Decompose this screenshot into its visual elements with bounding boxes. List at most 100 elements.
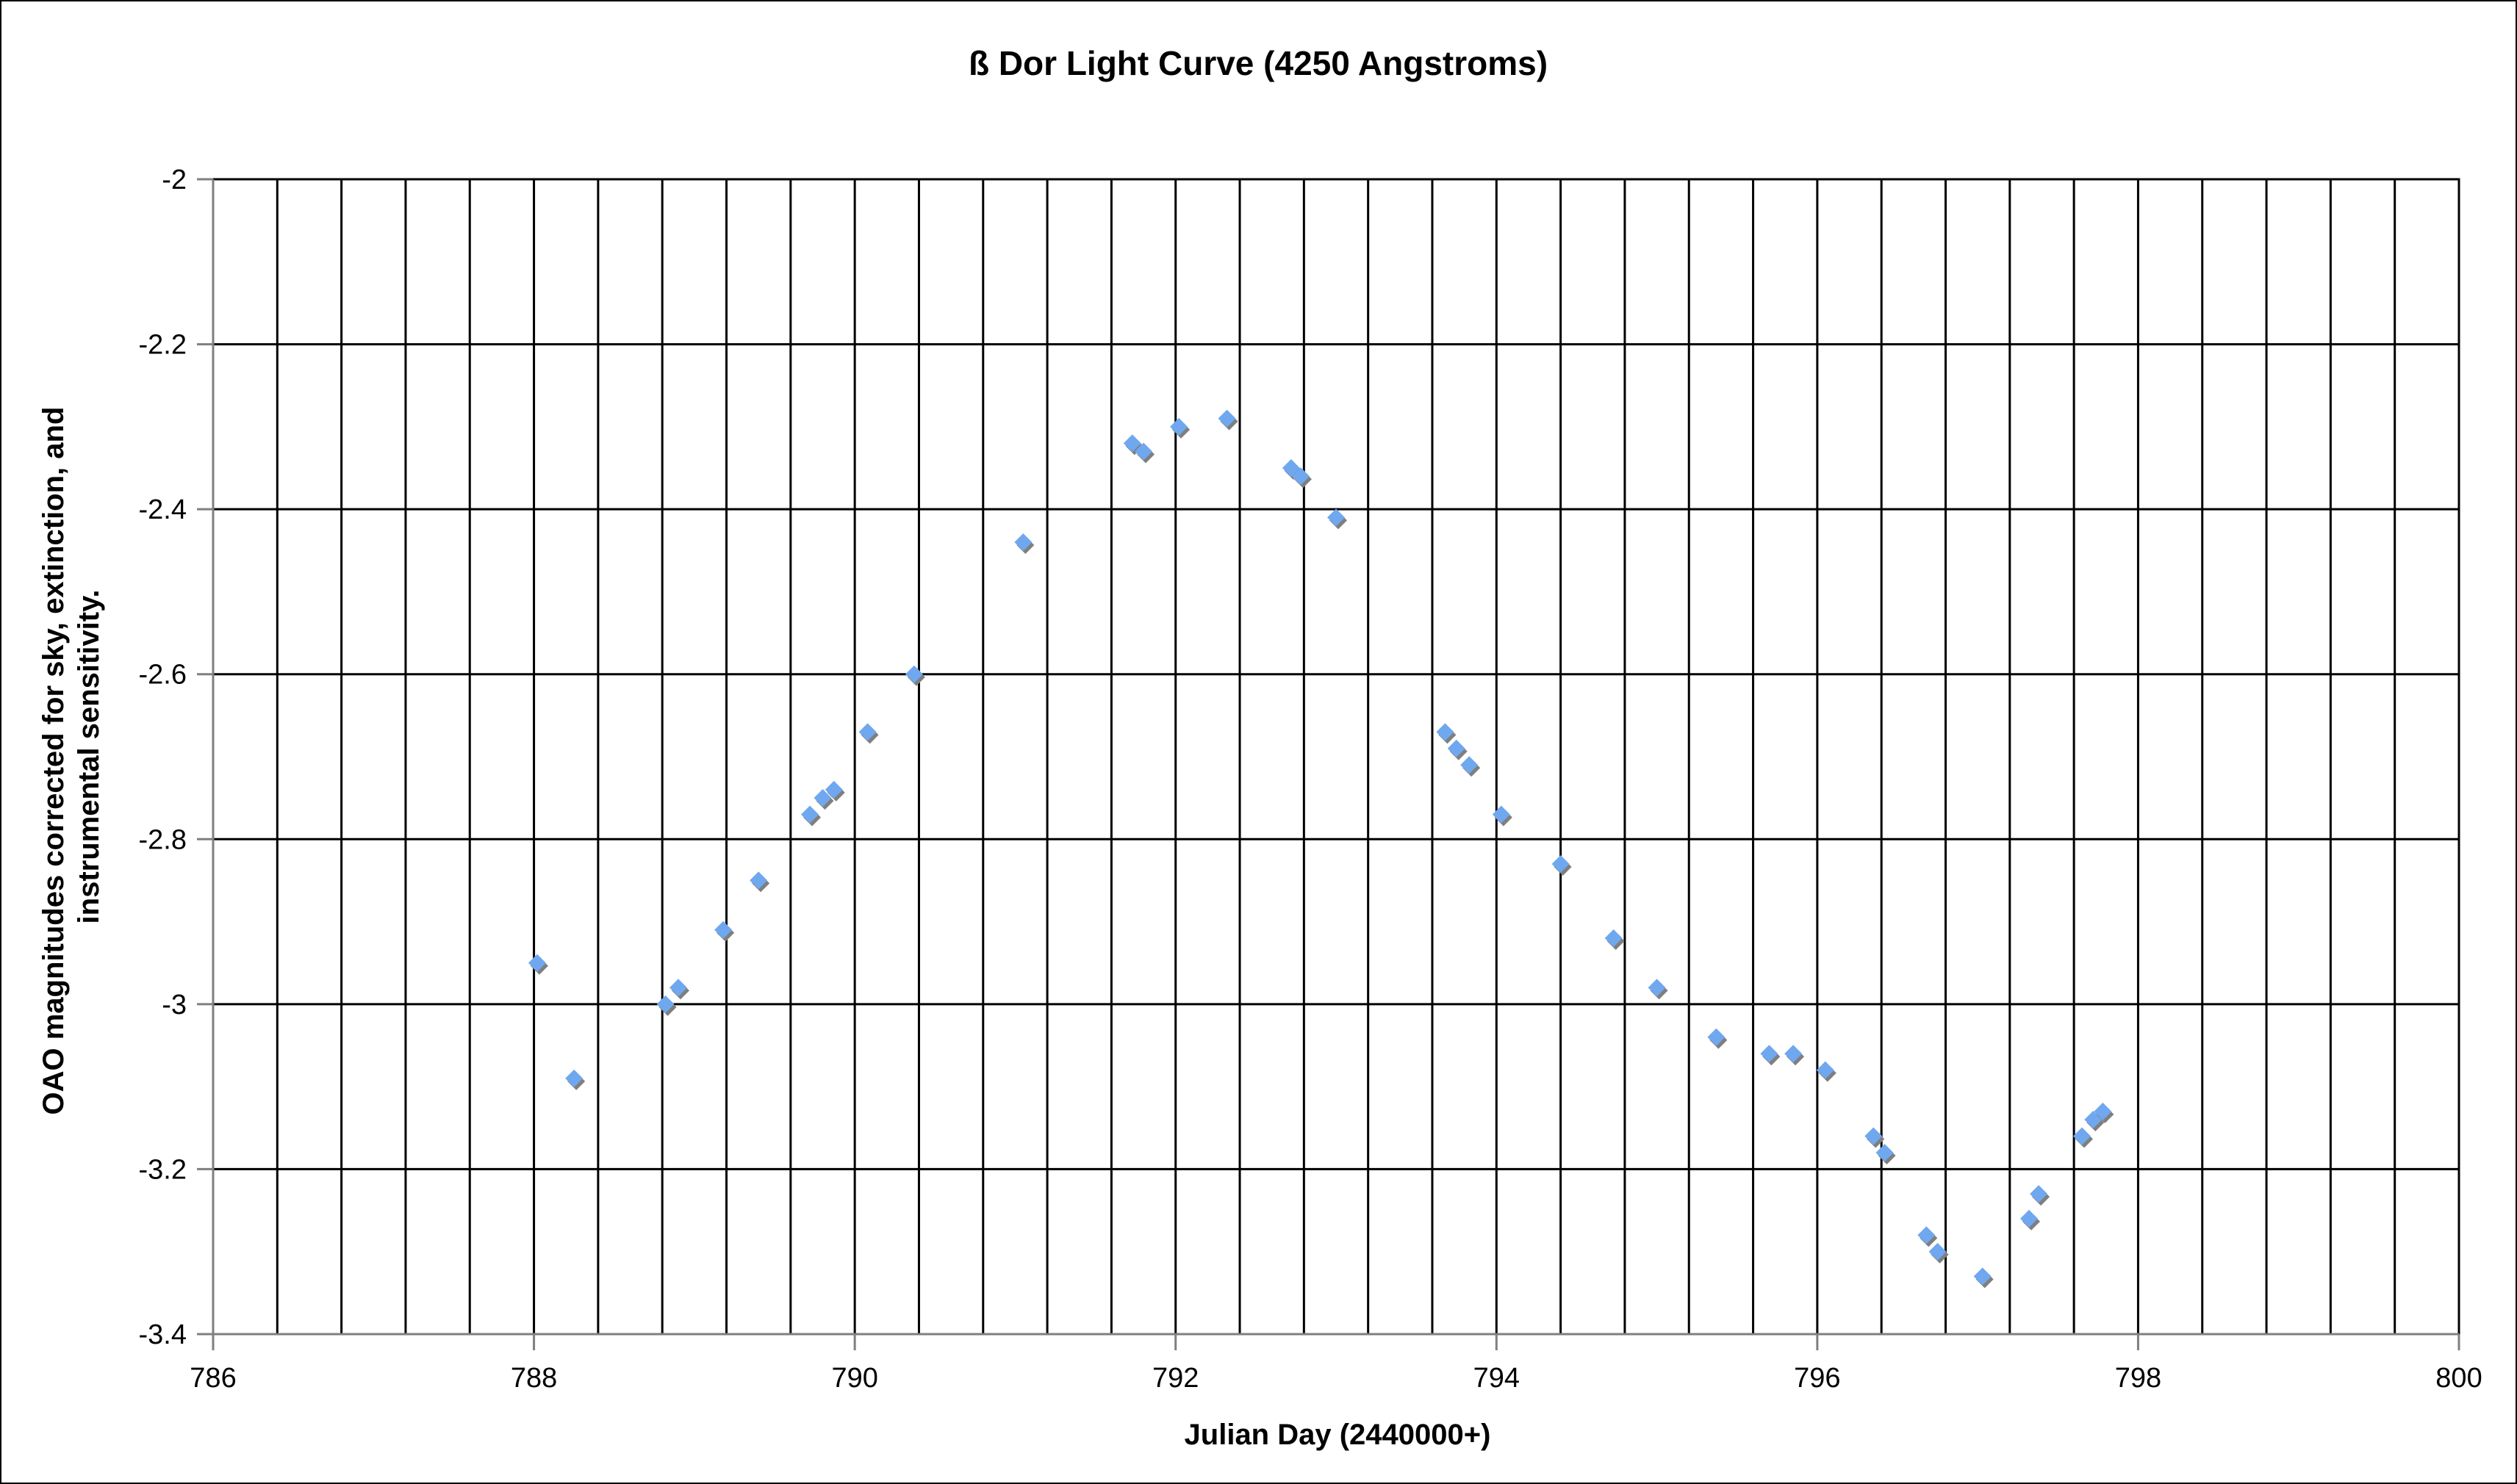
data-point-marker	[905, 665, 923, 683]
data-point	[1875, 1143, 1896, 1164]
data-point	[1327, 508, 1347, 530]
data-point-marker	[1604, 929, 1623, 948]
y-axis-label: OAO magnitudes corrected for sky, extinc…	[37, 398, 105, 1114]
data-points	[528, 409, 2114, 1289]
data-point-marker	[1648, 979, 1666, 997]
y-tick-label: -3	[162, 990, 187, 1020]
x-axis-ticks: 786 788 790 792 794 796 798 800	[190, 1363, 2482, 1394]
data-point-marker	[1875, 1143, 1894, 1161]
data-point-marker	[1784, 1045, 1803, 1063]
data-point	[1864, 1127, 1885, 1148]
data-point	[1784, 1045, 1805, 1066]
data-point-marker	[1707, 1028, 1726, 1046]
data-point-marker	[825, 780, 843, 799]
y-axis-label-line-2: instrumental sensitivity.	[73, 590, 105, 924]
data-point	[1760, 1045, 1781, 1066]
data-point	[750, 871, 770, 893]
y-tick-label: -2.4	[139, 494, 187, 525]
data-point-marker	[2094, 1102, 2112, 1120]
y-tick-label: -2.8	[139, 824, 187, 855]
data-point-marker	[1917, 1226, 1936, 1245]
data-point-marker	[656, 995, 675, 1013]
data-point	[1707, 1028, 1728, 1049]
data-point	[1492, 805, 1512, 826]
y-axis-ticks: -2 -2.2 -2.4 -2.6 -2.8 -3 -3.2 -3.4	[139, 165, 187, 1350]
y-tick-label: -2	[162, 165, 187, 195]
data-point	[2073, 1127, 2094, 1148]
chart-title: ß Dor Light Curve (4250 Angstroms)	[969, 44, 1548, 82]
y-tick-label: -2.6	[139, 660, 187, 691]
data-point	[825, 780, 845, 802]
data-point-marker	[750, 871, 768, 890]
data-point-marker	[1170, 417, 1188, 436]
data-point-marker	[2019, 1209, 2038, 1228]
data-point	[801, 805, 822, 826]
data-point-marker	[1492, 805, 1510, 824]
data-point	[1604, 929, 1625, 951]
data-point	[2094, 1102, 2114, 1123]
data-point	[1460, 756, 1481, 777]
x-tick-label: 792	[1152, 1363, 1199, 1394]
data-point-marker	[814, 789, 832, 807]
data-point	[814, 789, 834, 810]
data-point	[2084, 1111, 2105, 1132]
data-point-marker	[1218, 409, 1236, 428]
data-point-marker	[1928, 1242, 1947, 1261]
axes	[197, 178, 2460, 1350]
data-point-marker	[1864, 1127, 1883, 1145]
data-point-marker	[1436, 723, 1454, 741]
data-point	[1928, 1242, 1949, 1264]
y-tick-label: -3.2	[139, 1154, 187, 1185]
x-tick-label: 794	[1473, 1363, 1520, 1394]
data-point	[565, 1069, 586, 1090]
data-point-marker	[1327, 508, 1345, 527]
data-point	[1648, 979, 1668, 1000]
x-tick-label: 786	[190, 1363, 236, 1394]
x-axis-label: Julian Day (2440000+)	[1185, 1419, 1491, 1451]
data-point	[858, 723, 879, 744]
data-point	[1170, 417, 1191, 439]
data-point-marker	[1282, 459, 1300, 477]
data-point-marker	[714, 921, 733, 939]
data-point-marker	[801, 805, 819, 824]
data-point-marker	[858, 723, 877, 741]
data-point	[1816, 1061, 1836, 1082]
data-point-marker	[565, 1069, 584, 1087]
x-tick-label: 790	[831, 1363, 877, 1394]
data-point-marker	[1135, 442, 1153, 461]
data-point-marker	[669, 979, 688, 997]
data-point-marker	[1551, 854, 1570, 873]
x-tick-label: 788	[511, 1363, 557, 1394]
data-point	[905, 665, 925, 686]
data-point	[1135, 442, 1155, 464]
y-tick-label: -3.4	[139, 1319, 187, 1350]
data-point	[1447, 739, 1468, 760]
data-point	[1917, 1226, 1938, 1247]
data-point-marker	[1816, 1061, 1834, 1079]
y-axis-label-line-1: OAO magnitudes corrected for sky, extinc…	[37, 407, 70, 1115]
data-point-marker	[528, 954, 546, 972]
data-point	[656, 995, 677, 1016]
data-point	[1551, 854, 1572, 876]
data-point	[1973, 1267, 1994, 1289]
data-point-marker	[1973, 1267, 1992, 1286]
data-point	[1291, 467, 1312, 489]
data-point	[1218, 409, 1238, 431]
data-point	[1014, 533, 1035, 555]
data-point-marker	[1291, 467, 1310, 486]
x-tick-label: 798	[2115, 1363, 2161, 1394]
data-point-marker	[2030, 1185, 2048, 1203]
data-point-marker	[1014, 533, 1033, 552]
x-tick-label: 800	[2435, 1363, 2482, 1394]
plot-area-border	[212, 178, 2460, 1336]
data-point-marker	[1447, 739, 1465, 757]
y-tick-label: -2.2	[139, 330, 187, 361]
data-point	[2030, 1185, 2050, 1206]
data-point-marker	[1123, 434, 1141, 453]
data-point	[714, 921, 735, 942]
data-point	[528, 954, 548, 975]
data-point-marker	[2073, 1127, 2091, 1145]
data-point	[669, 979, 690, 1000]
